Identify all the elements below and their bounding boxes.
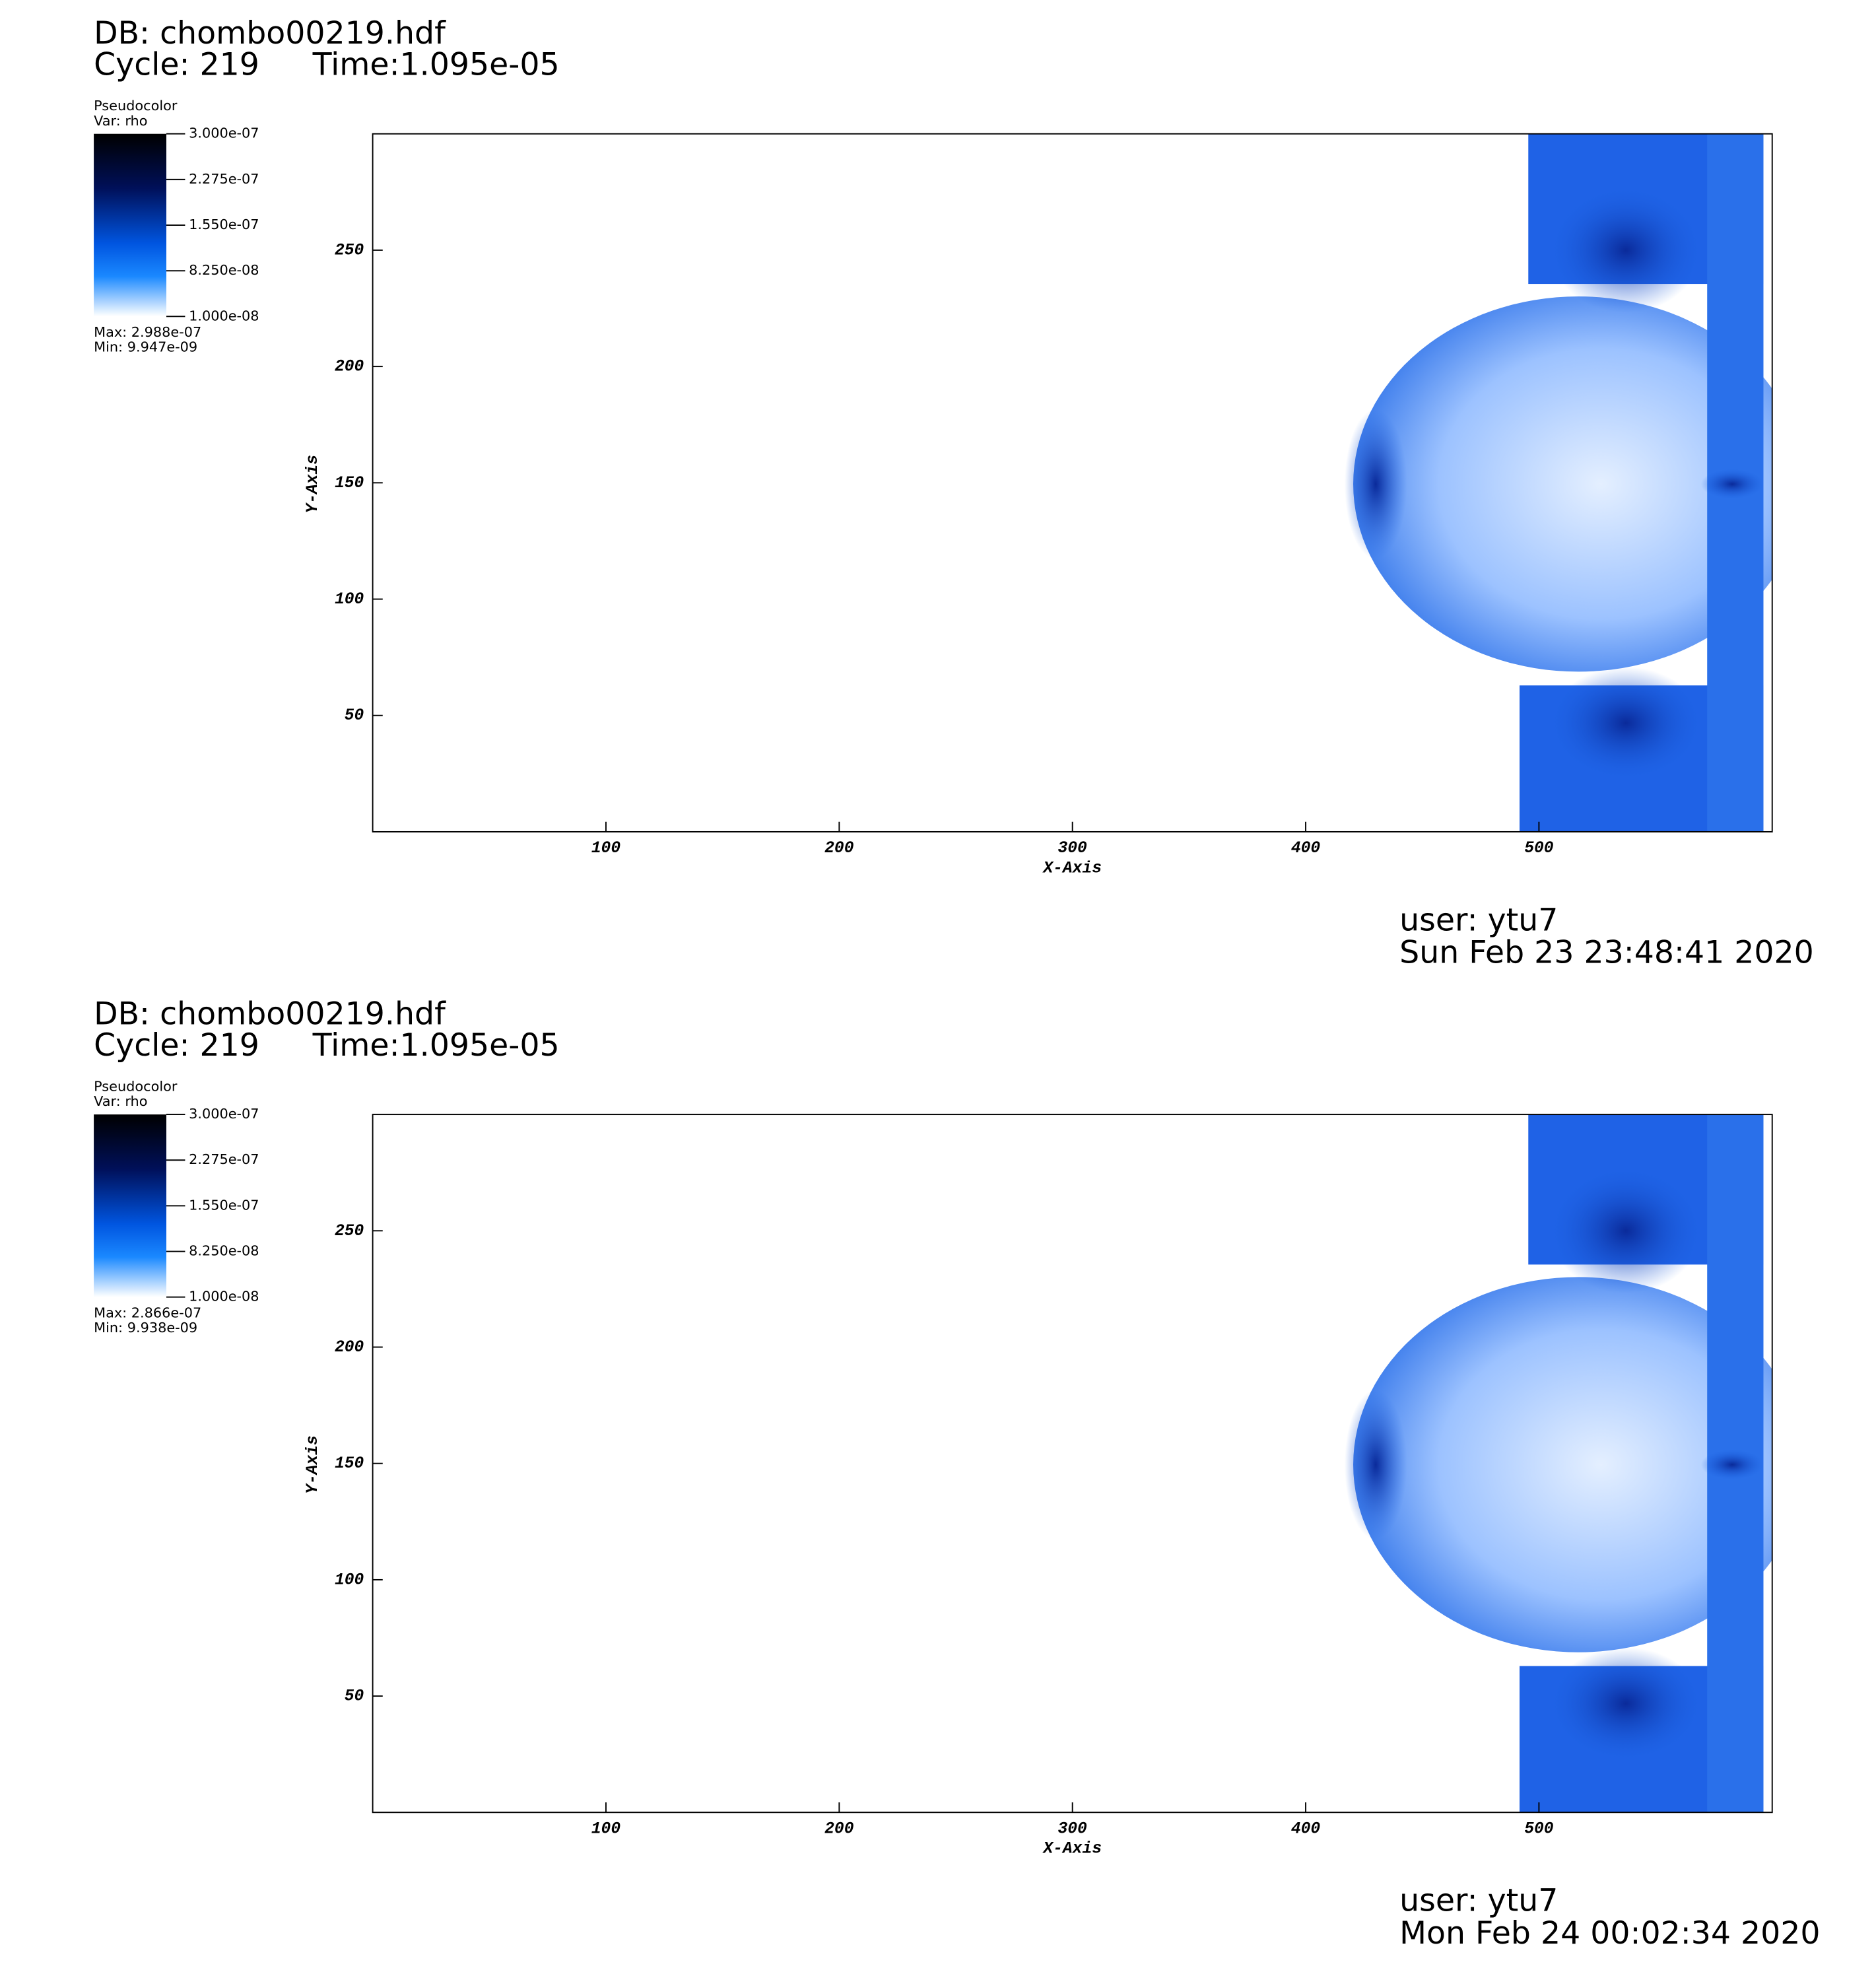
colorbar-tick-label: 1.550e-07 xyxy=(189,1197,259,1213)
x-tick-label: 200 xyxy=(824,839,854,858)
y-tick-label: 200 xyxy=(335,358,364,376)
time-label: Time:1.095e-05 xyxy=(312,1027,560,1064)
density-field xyxy=(1344,133,1772,832)
x-axis-title: X-Axis xyxy=(1042,1840,1102,1858)
y-tick-label: 50 xyxy=(345,1687,364,1706)
x-tick-label: 100 xyxy=(591,839,621,858)
legend-title: Pseudocolor xyxy=(94,98,178,114)
y-tick-label: 200 xyxy=(335,1338,364,1357)
colorbar xyxy=(94,133,166,317)
legend-var: Var: rho xyxy=(94,1093,147,1109)
max-label: Max: 2.866e-07 xyxy=(94,1305,201,1320)
x-tick-label: 300 xyxy=(1058,839,1088,858)
x-tick-label: 500 xyxy=(1524,839,1554,858)
legend-var: Var: rho xyxy=(94,113,147,129)
colorbar-tick-label: 3.000e-07 xyxy=(189,125,259,141)
colorbar-tick-label: 3.000e-07 xyxy=(189,1106,259,1122)
y-tick-label: 100 xyxy=(335,590,364,609)
y-tick-label: 150 xyxy=(335,474,364,493)
colorbar-tick-label: 1.000e-08 xyxy=(189,308,259,323)
db-label: DB: chombo00219.hdf xyxy=(94,15,446,51)
y-tick-label: 150 xyxy=(335,1454,364,1473)
x-tick-label: 200 xyxy=(824,1819,854,1838)
colorbar-tick-label: 8.250e-08 xyxy=(189,1243,259,1259)
max-label: Max: 2.988e-07 xyxy=(94,324,201,340)
min-label: Min: 9.938e-09 xyxy=(94,1320,197,1336)
colorbar-tick-label: 8.250e-08 xyxy=(189,262,259,278)
x-tick-label: 300 xyxy=(1058,1819,1088,1838)
y-tick-label: 100 xyxy=(335,1571,364,1589)
user-label: user: ytu7 xyxy=(1399,902,1558,938)
y-tick-label: 250 xyxy=(335,1222,364,1240)
cycle-label: Cycle: 219 xyxy=(94,46,259,83)
date-label: Sun Feb 23 23:48:41 2020 xyxy=(1399,935,1814,971)
min-label: Min: 9.947e-09 xyxy=(94,339,197,355)
legend-title: Pseudocolor xyxy=(94,1078,178,1094)
y-tick-label: 50 xyxy=(345,706,364,725)
user-label: user: ytu7 xyxy=(1399,1883,1558,1919)
y-tick-label: 250 xyxy=(335,241,364,259)
x-tick-label: 500 xyxy=(1524,1819,1554,1838)
y-axis-title: Y-Axis xyxy=(304,455,322,514)
x-tick-label: 400 xyxy=(1291,1819,1321,1838)
x-tick-label: 100 xyxy=(591,1819,621,1838)
x-axis-title: X-Axis xyxy=(1042,859,1102,877)
time-label: Time:1.095e-05 xyxy=(312,46,560,83)
cycle-label: Cycle: 219 xyxy=(94,1027,259,1064)
date-label: Mon Feb 24 00:02:34 2020 xyxy=(1399,1915,1820,1952)
density-field xyxy=(1344,1114,1772,1813)
x-tick-label: 400 xyxy=(1291,839,1321,858)
colorbar-tick-label: 1.550e-07 xyxy=(189,217,259,232)
colorbar-tick-label: 2.275e-07 xyxy=(189,171,259,187)
colorbar-tick-label: 1.000e-08 xyxy=(189,1289,259,1305)
y-axis-title: Y-Axis xyxy=(304,1435,322,1494)
colorbar xyxy=(94,1114,166,1297)
db-label: DB: chombo00219.hdf xyxy=(94,996,446,1032)
colorbar-tick-label: 2.275e-07 xyxy=(189,1151,259,1167)
